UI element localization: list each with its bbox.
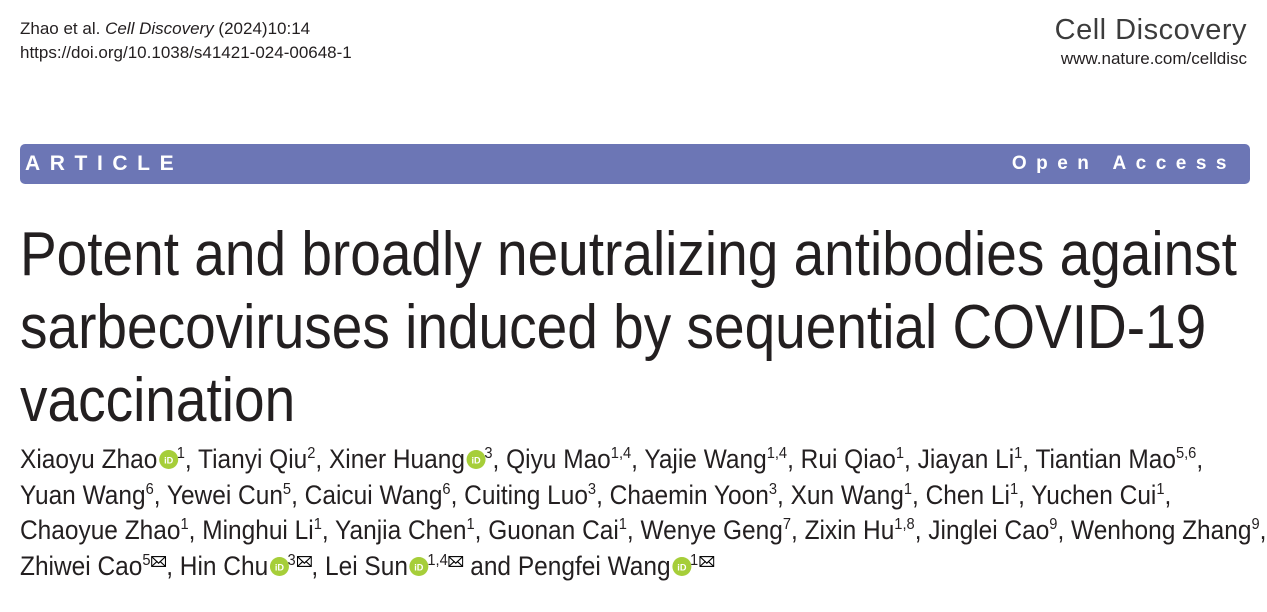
svg-text:iD: iD — [472, 455, 482, 465]
svg-text:iD: iD — [415, 563, 425, 573]
svg-text:iD: iD — [164, 455, 174, 465]
svg-text:iD: iD — [677, 563, 687, 573]
svg-text:iD: iD — [275, 563, 285, 573]
